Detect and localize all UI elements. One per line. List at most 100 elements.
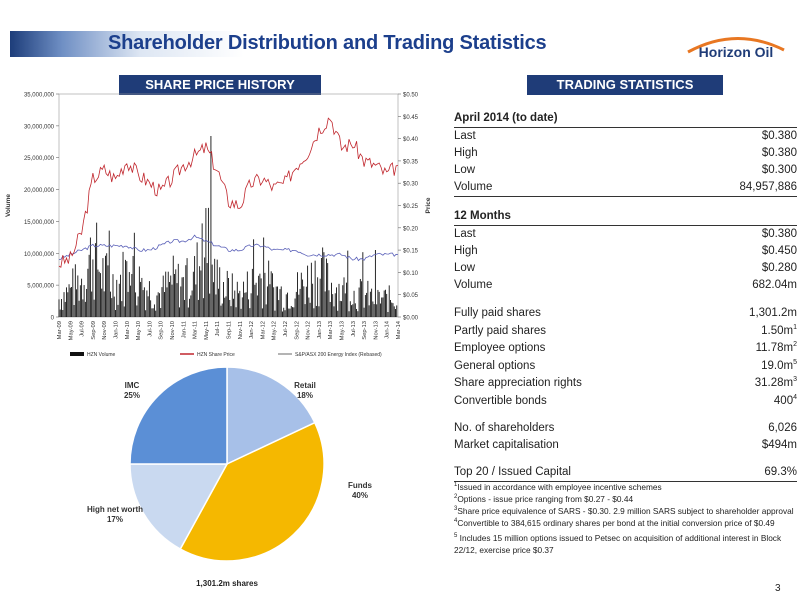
share-value: 1,301.2m (749, 307, 797, 319)
footnote: 2Options - issue price ranging from $0.2… (454, 494, 634, 504)
y-left-axis-label: Volume (5, 194, 12, 217)
stat-label: Last (454, 130, 476, 142)
share-row: General options 19.0m5 (454, 358, 797, 376)
april-header-row: April 2014 (to date) (454, 110, 797, 128)
holder-value: 6,026 (768, 422, 797, 434)
x-tick-label: Sep-10 (159, 321, 165, 340)
stat-label: Low (454, 164, 476, 176)
title-band (10, 31, 530, 57)
x-tick-label: Mar-14 (396, 320, 402, 339)
x-tick-label: Sep-09 (91, 321, 97, 340)
x-tick-label: Sep-12 (294, 321, 300, 340)
share-value: 1.50m (761, 324, 794, 337)
stat-label: High (454, 147, 478, 159)
share-row: Convertible bonds 4004 (454, 393, 797, 411)
share-sup: 3 (793, 376, 797, 384)
share-label: Fully paid shares (454, 307, 541, 319)
y-left-tick-label: 15,000,000 (24, 220, 55, 226)
stat-label: High (454, 245, 478, 257)
pie-value-label: 40% (352, 491, 368, 500)
y-left-tick-label: 20,000,000 (24, 188, 55, 194)
stat-row: Volume 682.04m (454, 277, 797, 294)
share-value: 400 (773, 394, 794, 407)
stat-row: Low $0.300 (454, 162, 797, 179)
y-right-tick-label: $0.15 (403, 249, 419, 255)
page-title: Shareholder Distribution and Trading Sta… (108, 32, 547, 54)
x-tick-label: Mar-09 (57, 321, 63, 339)
y-left-tick-label: 25,000,000 (24, 156, 55, 162)
holder-label: No. of shareholders (454, 422, 555, 434)
y-right-tick-label: $0.25 (403, 204, 419, 210)
share-value: 19.0m (761, 359, 794, 372)
y-right-tick-label: $0.00 (403, 316, 419, 322)
pie-label: Funds (348, 481, 373, 490)
stat-row: Last $0.380 (454, 128, 797, 145)
pie-slice-funds (179, 421, 325, 562)
stat-row: Low $0.280 (454, 260, 797, 277)
x-tick-label: Sep-11 (227, 321, 233, 339)
y-right-tick-label: $0.20 (403, 226, 419, 232)
horizon-oil-logo: Horizon Oil (687, 37, 785, 60)
share-value: 31.28m (754, 377, 794, 389)
y-right-tick-label: $0.10 (403, 271, 419, 277)
pie-label: IMC (125, 381, 140, 390)
share-price-chart: 35,000,000 30,000,000 25,000,000 20,000,000… (5, 93, 430, 359)
x-tick-label: Sep-13 (362, 321, 368, 340)
series-line-s-p-asx-200-energy-index-rebased- (58, 234, 399, 262)
x-tick-label: Nov-12 (306, 321, 312, 340)
y-right-axis-label: Price (425, 197, 430, 213)
share-row: Employee options 11.78m2 (454, 340, 797, 358)
x-tick-label: Jul-11 (215, 321, 221, 336)
x-tick-label: Mar-12 (260, 321, 266, 339)
x-tick-label: Nov-11 (238, 321, 244, 339)
pie-value-label: 25% (124, 391, 140, 400)
x-tick-label: Jul-13 (351, 321, 357, 337)
footnotes: 1Issued in accordance with employee ince… (454, 481, 797, 556)
x-tick-label: May-12 (272, 321, 278, 340)
stat-value: $0.380 (761, 147, 797, 159)
x-tick-label: Jul-12 (283, 321, 289, 337)
share-value: 11.78m (755, 342, 794, 354)
legend-label: S&P/ASX 200 Energy Index (Rebased) (295, 352, 382, 358)
page-number: 3 (775, 583, 781, 594)
x-tick-label: Mar-11 (193, 321, 199, 339)
holder-label: Market capitalisation (454, 439, 559, 451)
footnote: 5 Includes 15 million options issued to … (454, 533, 782, 555)
pie-slice-retail (226, 366, 316, 466)
april-label: April 2014 (to date) (454, 112, 558, 124)
footnote: 3Share price equivalence of SARS - $0.30… (454, 506, 794, 516)
share-label: General options (454, 359, 536, 372)
share-row: Partly paid shares 1.50m1 (454, 323, 797, 341)
x-tick-label: Jan-13 (317, 321, 323, 339)
y-left-tick-label: 5,000,000 (27, 284, 54, 290)
top20-label: Top 20 / Issued Capital (454, 466, 571, 478)
stat-row: Last $0.380 (454, 226, 797, 243)
holder-row: Market capitalisation $494m (454, 437, 797, 454)
stat-label: Last (454, 228, 476, 240)
stat-row: High $0.450 (454, 243, 797, 260)
trading-statistics-header: TRADING STATISTICS (527, 75, 723, 95)
share-label: Employee options (454, 342, 546, 354)
x-tick-label: Nov-13 (373, 321, 379, 340)
months-header-row: 12 Months (454, 208, 797, 226)
x-tick-label: May-10 (136, 321, 142, 340)
x-tick-label: Mar-13 (328, 321, 334, 339)
stat-label: Volume (454, 181, 493, 193)
stat-value: $0.450 (761, 245, 797, 257)
x-tick-label: May-11 (204, 321, 210, 340)
stat-value: 84,957,886 (739, 181, 797, 193)
pie-label: High net worth (87, 505, 143, 514)
pie-caption: 1,301.2m shares (196, 579, 258, 588)
y-right-tick-label: $0.30 (403, 182, 419, 188)
share-sup: 2 (793, 341, 797, 349)
series-line-hzn-share-price (58, 117, 399, 268)
y-left-tick-label: 10,000,000 (24, 252, 55, 258)
months-label: 12 Months (454, 210, 511, 222)
footnote: 1Issued in accordance with employee ince… (454, 482, 662, 492)
y-right-tick-label: $0.45 (403, 115, 419, 121)
legend-label: HZN Share Price (197, 352, 235, 358)
pie-slice-high-net-worth (129, 463, 229, 551)
top20-value: 69.3% (764, 466, 797, 478)
stat-row: Volume 84,957,886 (454, 179, 797, 197)
